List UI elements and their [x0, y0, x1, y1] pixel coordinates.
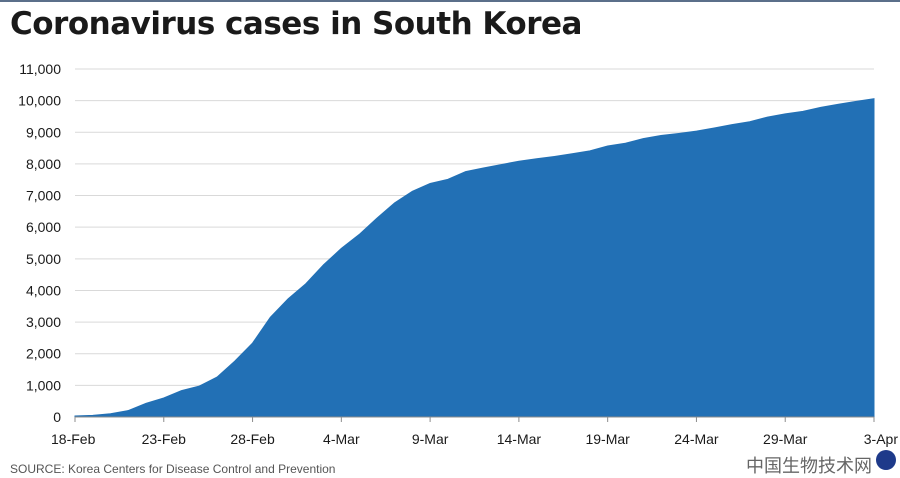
x-tick-label: 19-Mar	[585, 431, 630, 447]
y-tick-label: 2,000	[26, 346, 61, 362]
chart-title: Coronavirus cases in South Korea	[10, 6, 582, 42]
x-tick-label: 24-Mar	[674, 431, 719, 447]
source-note: SOURCE: Korea Centers for Disease Contro…	[10, 462, 336, 476]
y-tick-label: 6,000	[26, 219, 61, 235]
y-tick-label: 7,000	[26, 188, 61, 204]
y-tick-label: 4,000	[26, 282, 61, 298]
y-tick-label: 11,000	[19, 61, 61, 77]
top-rule	[0, 0, 900, 2]
x-tick-label: 3-Apr	[864, 431, 899, 447]
y-tick-label: 3,000	[26, 314, 61, 330]
y-tick-label: 10,000	[18, 93, 61, 109]
y-tick-label: 1,000	[26, 377, 61, 393]
y-tick-label: 9,000	[26, 124, 61, 140]
y-tick-label: 8,000	[26, 156, 61, 172]
x-tick-label: 4-Mar	[323, 431, 360, 447]
watermark-logo-icon	[876, 450, 896, 470]
y-tick-label: 0	[53, 409, 61, 425]
area-series	[74, 98, 875, 418]
x-tick-label: 28-Feb	[230, 431, 275, 447]
x-tick-label: 14-Mar	[497, 431, 542, 447]
x-tick-label: 18-Feb	[51, 431, 96, 447]
x-tick-label: 9-Mar	[412, 431, 449, 447]
watermark: 中国生物技术网	[746, 456, 872, 476]
x-tick-label: 23-Feb	[142, 431, 187, 447]
x-tick-label: 29-Mar	[763, 431, 808, 447]
y-tick-label: 5,000	[26, 251, 61, 267]
